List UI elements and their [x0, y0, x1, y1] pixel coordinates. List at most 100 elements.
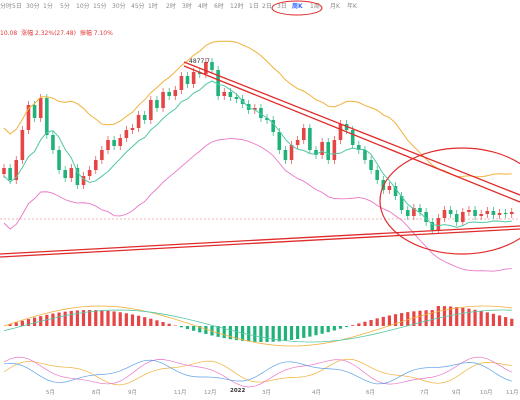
candle-body [149, 100, 153, 120]
timeframe-1分[interactable]: 1分 [43, 3, 53, 10]
timeframe-6时[interactable]: 6时 [214, 3, 224, 10]
candle-body [191, 72, 196, 84]
macd-bar [57, 312, 61, 326]
candle-body [491, 211, 496, 215]
info-line: 10.08 涨幅 2.32%(27.48) 振幅 7.10% [0, 30, 115, 38]
candle-body [51, 135, 55, 150]
timeframe-2日[interactable]: 2日 [262, 3, 272, 10]
candle-body [473, 210, 477, 216]
timeframe-3时[interactable]: 3时 [182, 3, 192, 10]
macd-dea-line [3, 309, 512, 343]
timeframe-12时[interactable]: 12时 [230, 3, 244, 10]
timeframe-45分[interactable]: 45分 [131, 3, 145, 10]
timeframe-1时[interactable]: 1时 [148, 3, 158, 10]
candle-body [222, 92, 227, 96]
info-change: 涨幅 2.32%(27.48) [21, 30, 76, 37]
candle-body [405, 210, 410, 216]
macd-bar [63, 311, 67, 326]
ma-fast-line [3, 80, 512, 228]
candle-body [412, 208, 416, 216]
ma-slow-line [3, 40, 512, 178]
candle-body [204, 62, 208, 74]
candle-body [2, 168, 6, 174]
timeframe-5日[interactable]: 5日 [12, 3, 22, 10]
candle-body [485, 211, 490, 214]
candle-body [112, 140, 116, 146]
candle-body [509, 212, 514, 214]
candle-body [118, 138, 123, 146]
timeframe-30分[interactable]: 30分 [26, 3, 40, 10]
candle-body [75, 168, 80, 185]
ma-pink-line [3, 137, 512, 272]
timeframe-15分[interactable]: 15分 [93, 3, 107, 10]
candle-body [308, 128, 312, 150]
timeframe-1日[interactable]: 1日 [249, 3, 259, 10]
candle-body [424, 212, 428, 222]
candles-layer [2, 58, 514, 234]
macd-bar [265, 326, 269, 342]
macd-bar [14, 322, 18, 326]
macd-bar [485, 312, 489, 326]
timeframe-10分[interactable]: 10分 [76, 3, 90, 10]
x-axis-label: 2022 [230, 388, 246, 394]
macd-bar [94, 310, 98, 326]
timeframe-2时[interactable]: 2时 [166, 3, 176, 10]
x-axis-label: 5月 [46, 390, 55, 396]
macd-bar [387, 315, 392, 326]
macd-bar [326, 326, 330, 333]
lower-trendline-2 [0, 228, 520, 258]
timeframe-年K[interactable]: 年K [347, 3, 357, 10]
macd-bar [430, 310, 434, 326]
info-amplitude: 振幅 7.10% [79, 30, 113, 37]
macd-bar [504, 317, 508, 326]
timeframe-4时[interactable]: 4时 [198, 3, 208, 10]
candle-body [271, 120, 275, 132]
macd-bar [259, 326, 263, 342]
macd-bar [234, 326, 239, 341]
macd-bar [338, 326, 343, 329]
candle-body [8, 168, 12, 180]
timeframe-3日[interactable]: 3日 [277, 3, 287, 10]
candle-body [81, 176, 86, 185]
macd-bar [271, 326, 275, 342]
timeframe-周K[interactable]: 周K [292, 3, 303, 10]
candle-body [253, 108, 257, 110]
macd-bar [247, 326, 251, 342]
macd-bar [277, 326, 281, 342]
candle-body [234, 97, 239, 99]
candle-body [320, 142, 324, 155]
macd-bar [418, 310, 422, 326]
macd-bar [149, 318, 153, 326]
candle-body [155, 100, 159, 108]
candle-body [375, 170, 379, 180]
candle-body [497, 213, 502, 215]
macd-bar [204, 326, 208, 335]
upper-trendline-1 [183, 61, 520, 196]
macd-bar [136, 315, 141, 326]
candle-body [173, 90, 178, 96]
macd-bar [332, 326, 336, 331]
macd-bar [473, 309, 477, 326]
candle-body [87, 170, 92, 176]
macd-bar [344, 326, 349, 327]
x-axis-label: 11月 [174, 390, 187, 396]
highlight-ellipse [379, 147, 520, 255]
macd-bar [32, 317, 37, 326]
candle-body [45, 98, 49, 135]
timeframe-1周[interactable]: 1周 [310, 3, 320, 10]
candle-body [430, 222, 435, 230]
candle-body [216, 70, 220, 96]
candle-body [161, 92, 165, 108]
oscillator-line-1 [3, 358, 512, 386]
timeframe-分时[interactable]: 分时 [0, 3, 13, 10]
timeframe-30分[interactable]: 30分 [112, 3, 126, 10]
timeframe-5分[interactable]: 5分 [60, 3, 70, 10]
macd-bar [296, 326, 300, 340]
macd-bar [412, 311, 416, 326]
candle-body [63, 170, 67, 178]
x-axis-label: 11月 [506, 390, 519, 396]
candle-body [69, 168, 74, 178]
timeframe-月K[interactable]: 月K [330, 3, 340, 10]
candle-body [301, 128, 306, 140]
